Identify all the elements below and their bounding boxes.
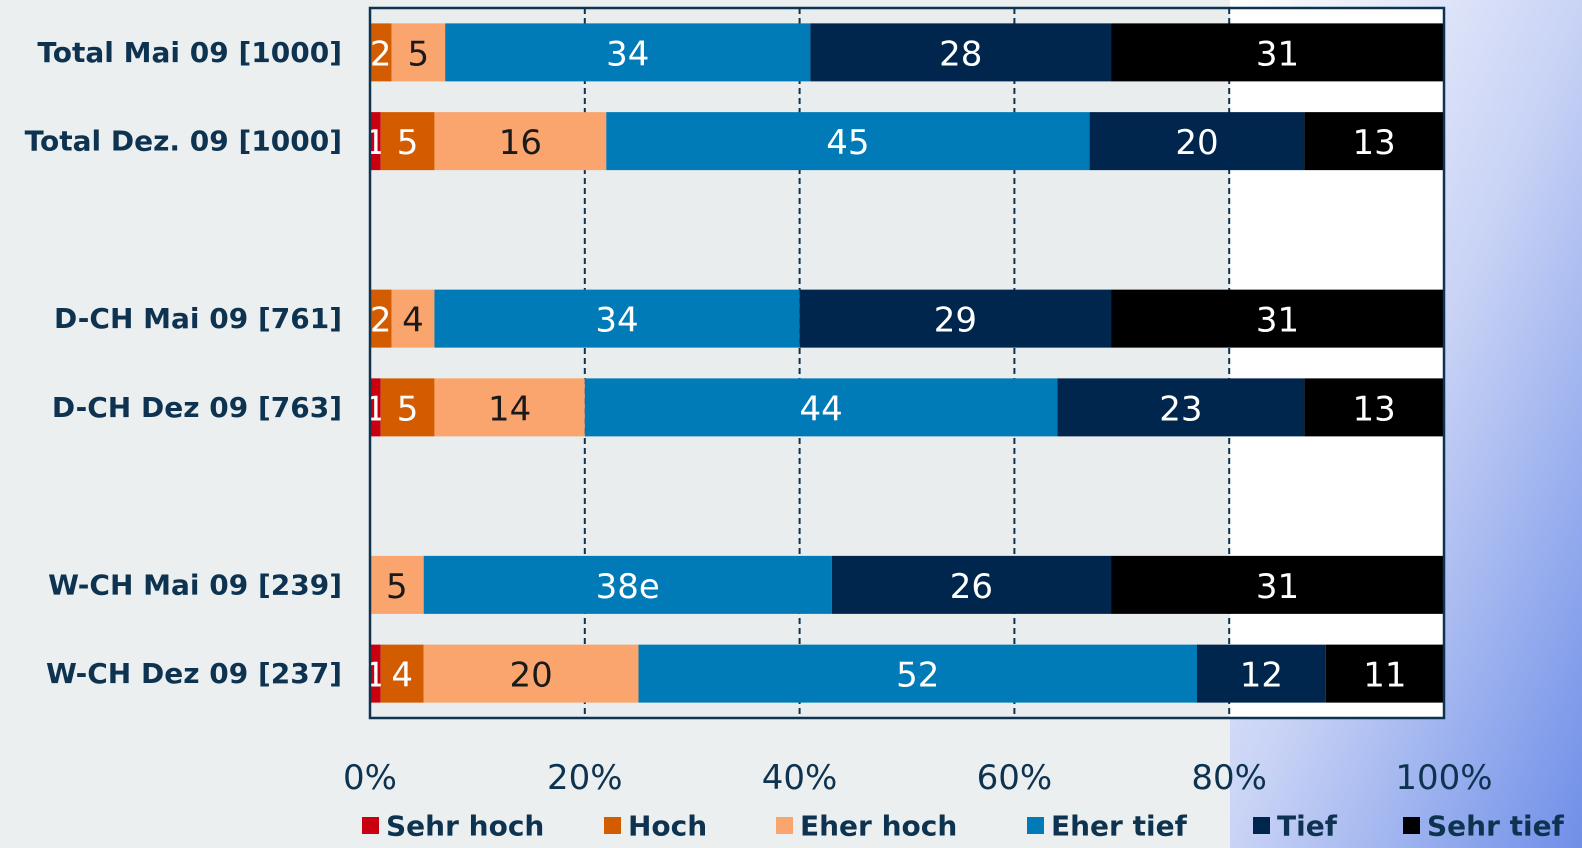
bar-segment <box>445 23 811 82</box>
data-label: 26 <box>950 567 993 607</box>
data-label: 20 <box>1175 123 1218 163</box>
bar-segment <box>638 644 1197 703</box>
bar-segment <box>584 378 1058 437</box>
data-label: 5 <box>386 567 408 607</box>
data-label: 31 <box>1256 34 1299 74</box>
data-label: 5 <box>408 34 430 74</box>
bar-segment <box>1304 378 1444 437</box>
legend-label: Eher tief <box>1051 810 1188 843</box>
data-label: 45 <box>826 123 869 163</box>
bar-segment <box>370 289 392 348</box>
y-tick-label: D-CH Dez 09 [763] <box>52 391 342 424</box>
data-label: 28 <box>939 34 982 74</box>
bar-segment <box>1111 23 1444 82</box>
x-tick-label: 80% <box>1191 758 1267 798</box>
y-tick-label: W-CH Dez 09 [237] <box>46 657 342 690</box>
bar-segment <box>606 112 1090 171</box>
bar-segment <box>434 378 585 437</box>
data-label: 31 <box>1256 301 1299 341</box>
data-label: 20 <box>509 656 552 696</box>
bar-segment <box>1111 289 1444 348</box>
x-tick-label: 0% <box>343 758 397 798</box>
legend-swatch <box>604 817 621 834</box>
legend-swatch <box>776 817 793 834</box>
bar-segment <box>434 112 607 171</box>
bar-segment <box>1304 112 1444 171</box>
bar-segment <box>370 644 381 703</box>
bar-segment <box>810 23 1112 82</box>
y-tick-label: D-CH Mai 09 [761] <box>54 302 342 335</box>
x-tick-label: 20% <box>547 758 623 798</box>
bar-segment <box>1057 378 1305 437</box>
data-label: 31 <box>1256 567 1299 607</box>
data-label: 11 <box>1363 656 1406 696</box>
legend-label: Eher hoch <box>800 810 957 843</box>
x-tick-label: 40% <box>762 758 838 798</box>
y-tick-label: Total Mai 09 [1000] <box>37 36 342 69</box>
data-label: 34 <box>595 301 638 341</box>
legend-label: Sehr tief <box>1427 810 1565 843</box>
data-label: 13 <box>1353 123 1396 163</box>
data-label: 38e <box>596 567 660 607</box>
x-tick-label: 60% <box>977 758 1053 798</box>
bar-segment <box>380 644 424 703</box>
x-tick-label: 100% <box>1395 758 1492 798</box>
bar-segment <box>831 555 1112 614</box>
legend-label: Hoch <box>628 810 707 843</box>
data-label: 2 <box>370 34 392 74</box>
bar-segment <box>1111 555 1444 614</box>
legend-swatch <box>1253 817 1270 834</box>
data-label: 34 <box>606 34 649 74</box>
bar-segment <box>391 23 446 82</box>
legend-label: Sehr hoch <box>386 810 544 843</box>
bar-segment <box>1325 644 1444 703</box>
legend-label: Tief <box>1277 810 1338 843</box>
bar-segment <box>370 378 381 437</box>
legend-swatch <box>1027 817 1044 834</box>
data-label: 12 <box>1240 656 1283 696</box>
bar-segment <box>391 289 435 348</box>
data-label: 23 <box>1159 389 1202 429</box>
legend-swatch <box>1403 817 1420 834</box>
data-label: 16 <box>499 123 542 163</box>
y-tick-label: Total Dez. 09 [1000] <box>25 125 342 158</box>
data-label: 4 <box>391 656 413 696</box>
bar-segment <box>1196 644 1326 703</box>
data-label: 52 <box>896 656 939 696</box>
data-label: 13 <box>1353 389 1396 429</box>
bar-segment <box>370 23 392 82</box>
plot-border <box>368 6 1446 720</box>
data-label: 29 <box>934 301 977 341</box>
data-label: 4 <box>402 301 424 341</box>
bar-segment <box>370 555 424 614</box>
data-label: 44 <box>799 389 842 429</box>
data-label: 5 <box>397 123 419 163</box>
data-label: 14 <box>488 389 531 429</box>
bar-segment <box>1089 112 1305 171</box>
bar-segment <box>799 289 1112 348</box>
bar-segment <box>380 378 435 437</box>
bar-segment <box>370 112 381 171</box>
bar-segment <box>380 112 435 171</box>
data-label: 5 <box>397 389 419 429</box>
legend-swatch <box>362 817 379 834</box>
bar-segment <box>423 555 832 614</box>
data-label: 2 <box>370 301 392 341</box>
bar-segment <box>423 644 639 703</box>
y-tick-label: W-CH Mai 09 [239] <box>48 568 342 601</box>
bar-segment <box>434 289 800 348</box>
